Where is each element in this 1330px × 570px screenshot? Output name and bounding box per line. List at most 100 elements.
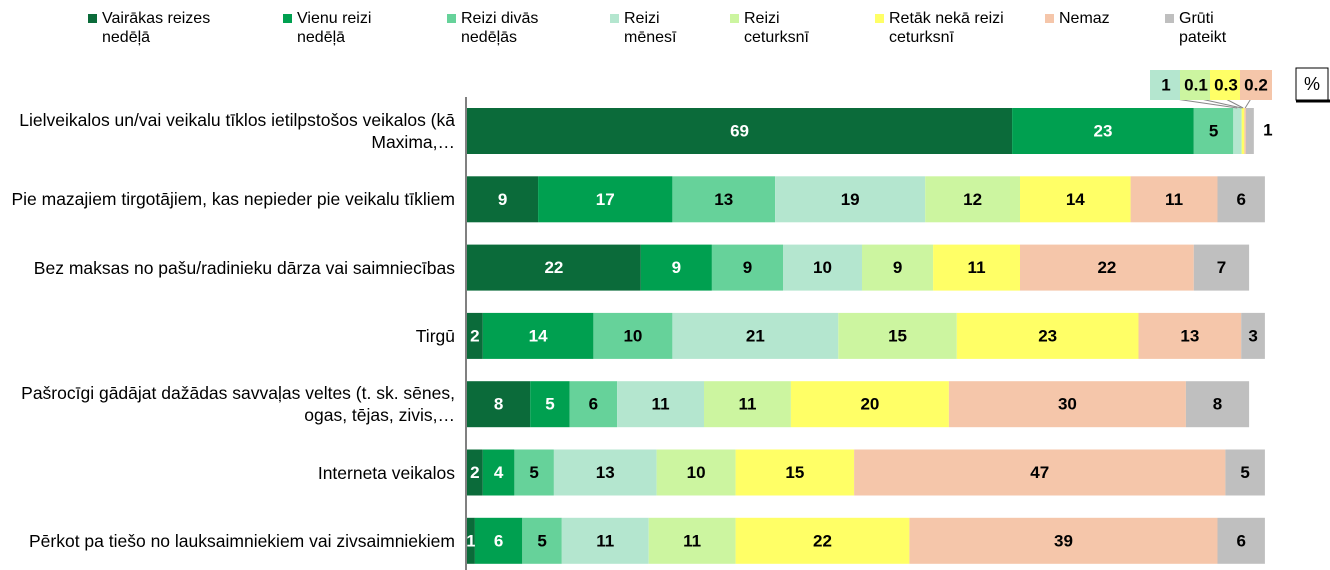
data-label: 13 — [714, 190, 733, 209]
legend-swatch — [730, 14, 739, 23]
data-label: 5 — [537, 531, 546, 550]
category-label: Pašrocīgi gādājat dažādas savvaļas velte… — [21, 383, 455, 426]
bar-segment — [538, 176, 673, 223]
legend-item: Reizi ceturksnī — [730, 9, 824, 47]
data-label: 5 — [545, 395, 554, 414]
data-label: 9 — [498, 190, 507, 209]
bar-segment — [482, 449, 515, 496]
bar-segment — [648, 517, 736, 564]
data-label: 21 — [746, 326, 765, 345]
category-label: Interneta veikalos — [317, 462, 455, 483]
data-label: 13 — [596, 463, 615, 482]
bar-segment — [617, 381, 704, 428]
bar-segment — [1245, 108, 1254, 154]
data-label: 17 — [596, 190, 615, 209]
legend-label: Grūti pateikt — [1179, 10, 1227, 46]
bar-segment — [672, 176, 776, 223]
legend-item: Retāk nekā reizi ceturksnī — [875, 9, 1039, 47]
bar-segment — [933, 244, 1020, 291]
data-label: 5 — [1240, 463, 1249, 482]
data-label: 22 — [813, 531, 832, 550]
legend-label: Reizi ceturksnī — [744, 10, 809, 46]
data-label: 0.1 — [1184, 75, 1208, 94]
legend-item: Grūti pateikt — [1165, 9, 1239, 47]
bar-segment — [467, 244, 641, 291]
bar-segment — [1241, 312, 1265, 359]
bar-segment — [467, 108, 1013, 154]
bar-segment — [909, 517, 1218, 564]
bar-segment — [467, 381, 531, 428]
data-label: 5 — [1209, 121, 1218, 140]
data-label: 11 — [652, 395, 670, 414]
bar-segment — [1012, 108, 1194, 154]
bar-segment — [467, 517, 475, 564]
bar-segment — [569, 381, 618, 428]
data-label: 9 — [743, 258, 752, 277]
data-label: 9 — [672, 258, 681, 277]
data-label: 22 — [1097, 258, 1116, 277]
legend-label: Vienu reizi nedēļā — [297, 10, 372, 46]
bar-segment — [1020, 244, 1194, 291]
data-label: 1 — [1263, 120, 1272, 139]
data-label: 20 — [860, 395, 879, 414]
legend-swatch — [283, 14, 292, 23]
bar-segment — [790, 381, 949, 428]
data-label: 19 — [841, 190, 860, 209]
legend-swatch — [610, 14, 619, 23]
data-label: 8 — [494, 395, 503, 414]
data-label: 12 — [963, 190, 982, 209]
bar-segment — [854, 449, 1226, 496]
bar-segment — [672, 312, 839, 359]
data-label: 14 — [529, 326, 548, 345]
data-label: 11 — [968, 258, 986, 277]
legend-label: Vairākas reizes nedēļā — [102, 10, 211, 46]
bar-segment — [474, 517, 523, 564]
legend-label: Reizi mēnesī — [624, 10, 677, 46]
bar-segment — [1233, 108, 1242, 154]
bar-segment — [1130, 176, 1218, 223]
legend-item: Vienu reizi nedēļā — [283, 9, 407, 47]
bar-segment — [956, 312, 1139, 359]
data-label: 30 — [1058, 395, 1077, 414]
bar-segment — [522, 517, 562, 564]
data-label: 2 — [470, 326, 479, 345]
bar-segment — [1217, 517, 1265, 564]
bar-segment — [783, 244, 862, 291]
data-label: 6 — [1236, 531, 1245, 550]
data-label: 10 — [813, 258, 832, 277]
bar-segment — [640, 244, 712, 291]
data-label: 7 — [1217, 258, 1226, 277]
data-label: 47 — [1030, 463, 1049, 482]
data-label: 23 — [1038, 326, 1057, 345]
bar-segment — [561, 517, 649, 564]
category-label: Pie mazajiem tirgotājiem, kas nepieder p… — [11, 189, 455, 210]
data-label: 6 — [494, 531, 503, 550]
bar-segment — [775, 176, 926, 223]
data-label: 69 — [730, 121, 749, 140]
legend-swatch — [875, 14, 884, 23]
bar-segment — [735, 517, 910, 564]
category-label: Lielveikalos un/vai veikalu tīklos ietil… — [19, 110, 455, 152]
bar-segment — [467, 176, 539, 223]
data-label: 4 — [494, 463, 504, 482]
legend-label: Retāk nekā reizi ceturksnī — [889, 10, 1004, 46]
data-label: 11 — [683, 531, 701, 550]
bar-segment — [838, 312, 957, 359]
data-label: 39 — [1054, 531, 1073, 550]
callout-box — [1180, 70, 1212, 100]
bar-segment — [1193, 244, 1250, 291]
legend-label: Reizi divās nedēļās — [461, 10, 539, 46]
data-label: 0.2 — [1244, 75, 1268, 94]
data-label: 2 — [470, 463, 479, 482]
legend-item: Reizi mēnesī — [610, 9, 684, 47]
bar-segment — [1241, 108, 1245, 154]
bar-segment — [1185, 381, 1250, 428]
data-label: 1 — [466, 531, 475, 550]
bar-segment — [1138, 312, 1242, 359]
bar-segment — [1244, 108, 1246, 154]
data-label: 6 — [589, 395, 598, 414]
bar-segment — [1217, 176, 1265, 223]
callout-box — [1210, 70, 1242, 100]
